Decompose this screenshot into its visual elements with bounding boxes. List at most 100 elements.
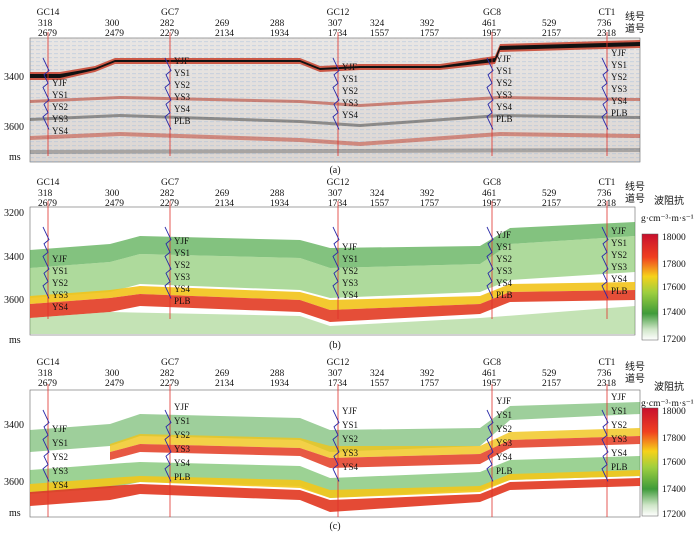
horizon-label: YS3 [611,84,628,94]
horizon-label: PLB [174,472,191,482]
horizon-label: PLB [611,462,628,472]
trace-line-number: 288 [270,369,285,379]
trace-number: 1757 [420,379,439,389]
horizon-label: YS2 [342,434,358,444]
panel-c-legend-tick-17800: 17800 [662,434,686,444]
trace-line-number: 529 [542,189,557,199]
panel-b-legend-tick-17400: 17400 [662,308,686,318]
trace-line-number: 269 [215,19,230,29]
well-log-curve [601,57,609,130]
panel-b-green-mid [30,236,635,298]
panel-b-legend-tick-17600: 17600 [662,283,686,293]
panel-c-legend-tick-17200: 17200 [662,510,686,520]
horizon-label: YS1 [342,254,358,264]
horizon-label: YJF [496,230,511,240]
horizon-label: YS2 [496,78,512,88]
trace-line-number: 307 [328,369,343,379]
horizon-label: YS2 [342,86,358,96]
trace-number-label: 道号 [625,192,645,205]
trace-number: 2157 [542,379,561,389]
trace-number: 1934 [270,199,289,209]
panel-c-yellow-lower [30,470,640,498]
trace-line-number: 307 [328,189,343,199]
horizon-label: YS2 [52,452,68,462]
panel-a-ytick-3600: 3600 [4,122,24,133]
trace-line-number: 324 [370,189,385,199]
horizon-label: YS3 [496,266,513,276]
panel-c-legend-unit: g·cm⁻³·m·s⁻¹ [641,399,694,409]
trace-line-number: 461 [482,369,497,379]
horizon-label: YJF [52,254,67,264]
trace-line-number: 318 [38,19,53,29]
horizon-label: YS1 [342,420,358,430]
well-log-curve [42,226,50,299]
well-name: GC12 [327,8,350,18]
horizon-label: YS4 [52,302,69,312]
horizon-label: PLB [496,290,513,300]
trace-line-number: 300 [105,369,120,379]
panel-a: 3400 3600 ms (a) [4,37,641,176]
panel-b-colorbar [641,233,659,341]
panel-a-ytick-3400: 3400 [4,72,24,83]
horizon-label: YS2 [52,102,68,112]
panel-a-unit: ms [9,152,21,163]
horizon-label: YS4 [174,458,191,468]
panel-a-band-black-top [30,42,640,78]
horizon-label: YJF [174,236,189,246]
horizon-label: YS1 [496,242,512,252]
generated-annotations: 3182679300247928222792692134288193430717… [37,8,645,517]
panel-c-colorbar [641,407,659,517]
well-log-curve [164,226,172,299]
trace-line-number: 282 [160,189,175,199]
trace-line-number: 392 [420,189,435,199]
well-log-curve [486,57,494,130]
panel-b-yellow-band [30,282,635,310]
panel-b-red-band [30,290,635,322]
horizon-label: YS2 [174,430,190,440]
panel-a-band-bottom [30,148,640,154]
trace-line-number: 461 [482,189,497,199]
panel-b-legend-tick-17200: 17200 [662,335,686,345]
horizon-label: YS4 [174,284,191,294]
horizon-label: YS3 [52,466,69,476]
well-log-curve [332,226,340,299]
panel-b-unit: ms [9,335,21,346]
horizon-label: YS1 [52,266,68,276]
well-name: GC14 [37,358,60,368]
horizon-label: YS1 [496,66,512,76]
panel-c-legend-tick-17400: 17400 [662,485,686,495]
horizon-label: YJF [496,396,511,406]
trace-line-number: 282 [160,19,175,29]
well-name: GC12 [327,178,350,188]
trace-number-label: 道号 [625,22,645,35]
trace-number: 1934 [270,379,289,389]
horizon-label: YS4 [611,274,628,284]
well-name: GC14 [37,8,60,18]
horizon-label: YJF [342,406,357,416]
horizon-label: YS1 [342,74,358,84]
horizon-label: YS1 [52,90,68,100]
horizon-label: YS3 [52,290,69,300]
trace-line-number: 529 [542,19,557,29]
horizon-label: YJF [611,48,626,58]
horizon-label: YS4 [342,290,359,300]
horizon-label: YS3 [611,434,628,444]
panel-c-ytick-3400: 3400 [4,420,24,431]
panel-a-caption: (a) [329,165,340,176]
panel-c-legend-title: 波阻抗 [654,380,684,393]
trace-number: 1557 [370,379,389,389]
well-log-curve [42,409,50,482]
horizon-label: PLB [611,108,628,118]
horizon-label: YJF [174,56,189,66]
line-number-label: 线号 [625,360,645,373]
horizon-label: YS4 [342,462,359,472]
well-name: GC7 [161,8,179,18]
well-name: GC7 [161,358,179,368]
horizon-label: YS2 [496,254,512,264]
panel-b-legend-title: 波阻抗 [654,194,684,207]
horizon-label: YS3 [611,262,628,272]
horizon-label: YS2 [611,72,627,82]
trace-number: 2157 [542,199,561,209]
trace-number: 2134 [215,29,234,39]
horizon-label: YJF [611,226,626,236]
